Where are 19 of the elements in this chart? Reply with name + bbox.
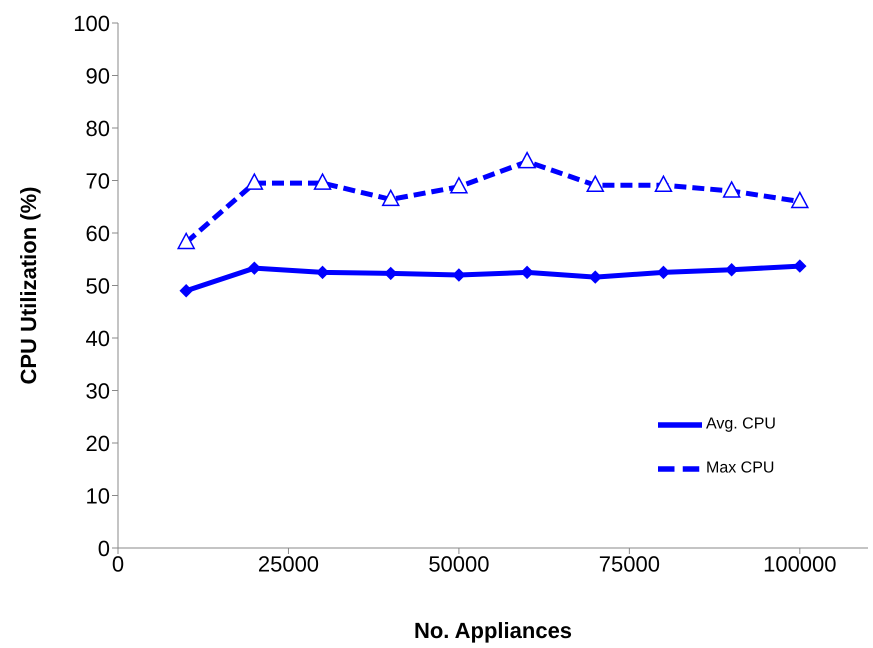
x-tick-label: 25000 (258, 552, 320, 577)
y-tick-label: 20 (86, 430, 110, 456)
y-tick-label: 40 (86, 326, 110, 351)
y-axis-title: CPU Utilization (%) (16, 186, 41, 384)
y-tick-label: 70 (86, 168, 110, 194)
x-axis-title: No. Appliances (414, 618, 572, 643)
y-tick-label: 90 (86, 63, 110, 88)
legend-label: Avg. CPU (706, 416, 776, 433)
y-tick-label: 0 (98, 536, 110, 561)
y-tick-label: 80 (86, 116, 110, 141)
y-tick-label: 50 (86, 273, 110, 298)
y-tick-label: 10 (86, 483, 110, 508)
x-tick-label: 100000 (763, 552, 837, 577)
x-tick-label: 50000 (428, 552, 490, 577)
y-tick-label: 60 (86, 220, 110, 246)
y-tick-label: 100 (73, 10, 110, 36)
y-tick-label: 30 (86, 378, 110, 404)
legend-label: Max CPU (706, 460, 774, 477)
x-tick-label: 75000 (598, 552, 660, 577)
